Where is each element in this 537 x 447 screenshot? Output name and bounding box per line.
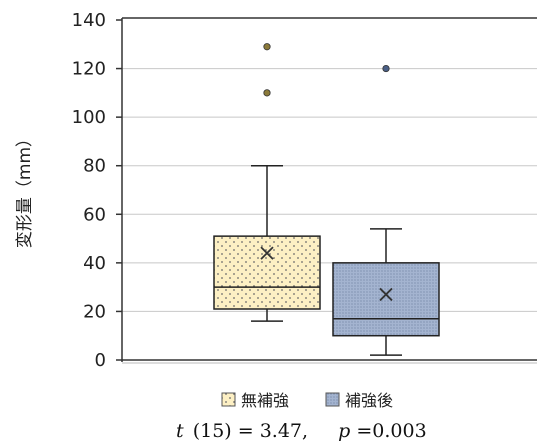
y-tick-label-100: 100 bbox=[72, 107, 106, 128]
y-tick-label-60: 60 bbox=[83, 204, 106, 225]
legend-swatch-series-2 bbox=[325, 392, 340, 407]
mean-marker bbox=[260, 246, 274, 260]
outlier-point bbox=[263, 43, 271, 51]
y-tick-label-20: 20 bbox=[83, 301, 106, 322]
outlier-point bbox=[263, 89, 271, 97]
box-plots bbox=[213, 43, 440, 356]
y-axis-title: 変形量（mm） bbox=[15, 130, 35, 248]
y-axis-ticks: 0 20 40 60 80 100 120 140 bbox=[72, 10, 122, 371]
interquartile-box bbox=[213, 235, 321, 310]
t-value: 3.47, bbox=[260, 420, 308, 442]
box-series-2 bbox=[332, 64, 440, 356]
legend-item-series-2: 補強後 bbox=[325, 391, 393, 410]
legend-label-series-1: 無補強 bbox=[241, 391, 289, 410]
equals-sign: = bbox=[238, 420, 254, 442]
t-symbol: t bbox=[176, 420, 184, 442]
box-series-1 bbox=[213, 43, 321, 322]
gridlines bbox=[122, 68, 537, 312]
y-tick-label-120: 120 bbox=[72, 59, 106, 80]
y-tick-label-40: 40 bbox=[83, 253, 106, 274]
y-tick-label-0: 0 bbox=[95, 350, 106, 371]
interquartile-box bbox=[332, 262, 440, 337]
legend: 無補強 補強後 bbox=[221, 391, 393, 410]
p-value: =0.003 bbox=[356, 420, 426, 442]
y-tick-label-80: 80 bbox=[83, 156, 106, 177]
legend-swatch-series-1 bbox=[221, 392, 236, 407]
legend-item-series-1: 無補強 bbox=[221, 391, 289, 410]
y-tick-label-140: 140 bbox=[72, 10, 106, 31]
p-symbol: p bbox=[338, 420, 350, 442]
statistics-line: t (15) = 3.47, p =0.003 bbox=[176, 420, 427, 442]
outlier-point bbox=[382, 64, 390, 73]
mean-marker bbox=[379, 287, 393, 302]
legend-label-series-2: 補強後 bbox=[345, 391, 393, 410]
degrees-of-freedom: (15) bbox=[193, 420, 232, 442]
